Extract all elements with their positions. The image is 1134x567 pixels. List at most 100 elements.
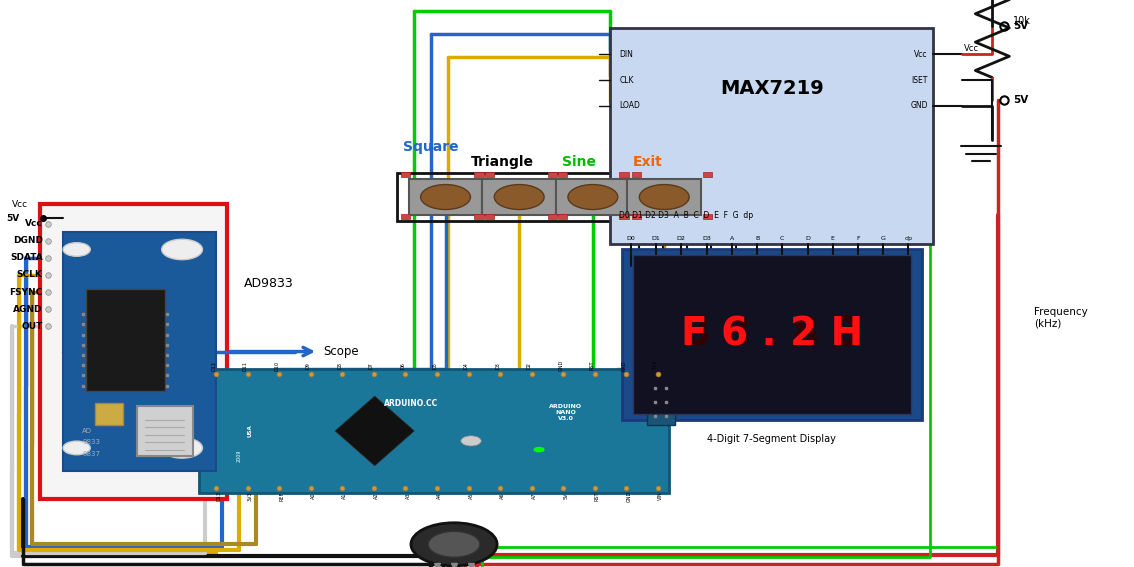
Text: A3: A3 <box>406 493 411 500</box>
Text: AD9833: AD9833 <box>245 277 294 290</box>
Text: D11: D11 <box>243 361 247 371</box>
Text: 2009: 2009 <box>236 450 242 462</box>
Text: 10k: 10k <box>1013 16 1031 26</box>
Bar <box>548 214 557 219</box>
Text: D13: D13 <box>217 491 221 501</box>
Text: GND: GND <box>911 101 928 111</box>
Text: 5V: 5V <box>1013 21 1029 31</box>
Polygon shape <box>335 396 414 466</box>
Circle shape <box>640 185 689 210</box>
Text: A0: A0 <box>311 493 315 500</box>
Text: ARDUINO
NANO
V3.0: ARDUINO NANO V3.0 <box>549 404 583 421</box>
Circle shape <box>411 523 497 566</box>
Text: E: E <box>831 236 835 241</box>
Text: DGND: DGND <box>12 236 43 246</box>
Circle shape <box>429 531 480 557</box>
Text: GND: GND <box>558 360 564 371</box>
Bar <box>632 214 641 219</box>
Text: Vcc: Vcc <box>12 200 28 209</box>
Bar <box>474 172 483 177</box>
Text: D0: D0 <box>626 236 635 241</box>
Text: VIN: VIN <box>658 492 663 501</box>
Bar <box>632 172 641 177</box>
Circle shape <box>64 441 91 455</box>
Text: RST: RST <box>590 361 595 370</box>
Text: AGND: AGND <box>14 304 43 314</box>
Bar <box>619 172 628 177</box>
Text: D: D <box>805 236 810 241</box>
Bar <box>627 179 701 215</box>
Text: DIN: DIN <box>619 50 634 59</box>
Bar <box>400 172 409 177</box>
Bar <box>610 28 933 244</box>
Text: AD: AD <box>83 428 92 434</box>
Text: RST: RST <box>595 492 600 501</box>
Bar <box>86 289 166 391</box>
Text: 9833: 9833 <box>83 439 100 445</box>
Bar <box>548 172 557 177</box>
Text: Vcc: Vcc <box>914 50 928 59</box>
Text: 8 8 . 8 8: 8 8 . 8 8 <box>684 315 861 354</box>
Text: G: G <box>881 236 886 241</box>
Text: A5: A5 <box>468 493 474 500</box>
Bar <box>484 172 493 177</box>
Text: D4: D4 <box>464 362 468 369</box>
Text: A2: A2 <box>374 493 379 500</box>
Bar <box>633 255 911 414</box>
Text: REF: REF <box>279 492 285 501</box>
Text: D8: D8 <box>337 362 342 369</box>
Bar <box>484 214 493 219</box>
Bar <box>621 249 922 420</box>
Text: RXD: RXD <box>621 361 626 371</box>
Text: FSYNC: FSYNC <box>9 287 43 297</box>
Bar <box>482 179 556 215</box>
Bar <box>64 232 217 471</box>
Text: D6: D6 <box>400 362 406 369</box>
Text: D2: D2 <box>527 362 532 369</box>
Bar <box>41 204 228 499</box>
Text: OUT: OUT <box>22 321 43 331</box>
Text: TX1: TX1 <box>653 361 658 370</box>
Text: SCLK: SCLK <box>17 270 43 280</box>
Text: D0 D1 D2 D3  A  B  C  D  E  F  G  dp: D0 D1 D2 D3 A B C D E F G dp <box>619 211 754 221</box>
Text: GND: GND <box>626 490 632 502</box>
Circle shape <box>162 239 203 260</box>
Bar <box>200 369 669 493</box>
Text: F 6 . 2 H: F 6 . 2 H <box>680 315 863 354</box>
Text: A6: A6 <box>500 493 505 500</box>
Text: D12: D12 <box>211 361 217 371</box>
Text: D1: D1 <box>652 236 660 241</box>
Text: D9: D9 <box>306 362 311 369</box>
Text: Exit: Exit <box>633 155 663 168</box>
Text: Triangle: Triangle <box>471 155 534 168</box>
Text: LOAD: LOAD <box>619 101 641 111</box>
Circle shape <box>533 447 544 452</box>
Text: A4: A4 <box>437 493 442 500</box>
Circle shape <box>460 436 481 446</box>
Text: ISET: ISET <box>912 75 928 84</box>
Circle shape <box>64 243 91 256</box>
Text: A: A <box>729 236 734 241</box>
Bar <box>703 172 712 177</box>
Text: 5V: 5V <box>564 493 568 500</box>
Text: 9837: 9837 <box>83 451 100 456</box>
Text: D2: D2 <box>677 236 686 241</box>
Text: USA: USA <box>247 425 253 437</box>
Bar <box>703 214 712 219</box>
Text: D10: D10 <box>274 361 279 371</box>
Bar <box>95 403 124 425</box>
Bar <box>137 406 194 456</box>
Text: A7: A7 <box>532 493 536 500</box>
Text: MAX7219: MAX7219 <box>720 79 823 98</box>
Text: CLK: CLK <box>619 75 634 84</box>
Text: ARDUINO.CC: ARDUINO.CC <box>383 399 438 408</box>
Text: 3V3: 3V3 <box>247 492 253 501</box>
Text: C: C <box>780 236 785 241</box>
Text: D3: D3 <box>702 236 711 241</box>
Bar <box>397 173 712 221</box>
Text: dp: dp <box>905 236 913 241</box>
Bar <box>474 214 483 219</box>
Circle shape <box>568 185 618 210</box>
Bar <box>408 179 482 215</box>
Text: Scope: Scope <box>323 345 359 358</box>
